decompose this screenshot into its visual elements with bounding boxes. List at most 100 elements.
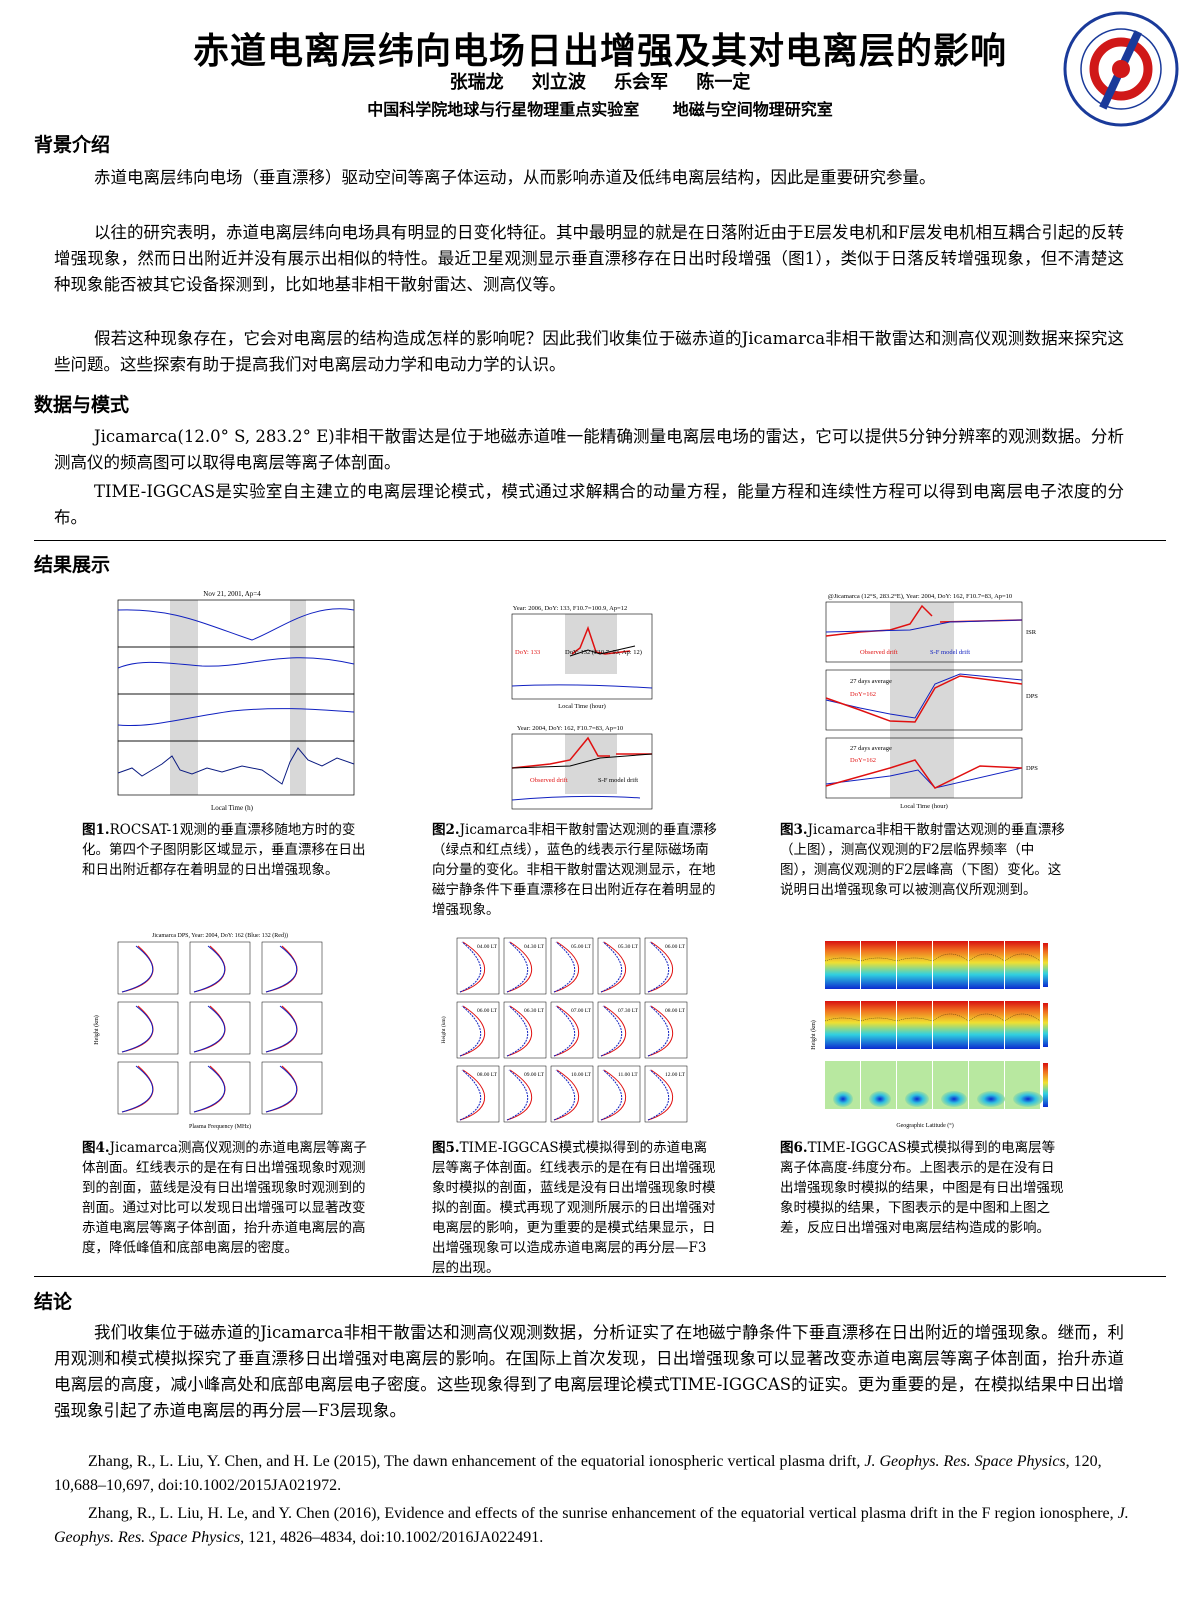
profile-blue: [193, 1005, 226, 1053]
model-profile-panel: [503, 1001, 547, 1059]
background-paragraph: 假若这种现象存在，它会对电离层的结构造成怎样的影响呢？因此我们收集位于磁赤道的J…: [54, 329, 1124, 374]
model-profile-panel: [550, 1065, 594, 1123]
model-profile-blue: [553, 1069, 576, 1121]
figure-3-caption: 图3.Jicamarca非相干散射雷达观测的垂直漂移（上图），测高仪观测的F2层…: [780, 822, 1065, 898]
svg-text:DPS: DPS: [1026, 765, 1038, 772]
difference-blob: [905, 1091, 929, 1107]
svg-text:Geographic Latitude (°): Geographic Latitude (°): [896, 1122, 953, 1129]
background-paragraph: 赤道电离层纬向电场（垂直漂移）驱动空间等离子体运动，从而影响赤道及低纬电离层结构…: [94, 168, 936, 187]
figure-1-caption: 图1.ROCSAT-1观测的垂直漂移随地方时的变化。第四个子图阴影区域显示，垂直…: [82, 822, 366, 878]
difference-blob: [977, 1091, 1005, 1107]
figure-1: Nov 21, 2001, Ap=4 Local Time (h): [82, 588, 372, 813]
profile-blue: [193, 945, 226, 993]
lt-label: 07.30 LT: [618, 1008, 639, 1014]
section-heading-data-model: 数据与模式: [34, 394, 130, 416]
profile-blue: [121, 1065, 154, 1113]
figure-6: Height (km) Geographic Latitude (°): [795, 935, 1085, 1130]
profile-blue: [265, 1065, 298, 1113]
model-profile-panel: [503, 937, 547, 995]
svg-text:Plasma Frequency (MHz): Plasma Frequency (MHz): [189, 1123, 251, 1130]
model-profile-panel: [597, 1001, 641, 1059]
lt-label: 08.00 LT: [665, 1008, 686, 1014]
model-profile-panel: [644, 937, 688, 995]
figure-2-top-title: Year: 2006, DoY: 133, F10.7=100.9, Ap=12: [513, 605, 627, 612]
model-profile-red: [553, 941, 579, 993]
lt-label: 10.00 LT: [571, 1072, 592, 1078]
model-profile-panel: [597, 1065, 641, 1123]
data-paragraph: TIME-IGGCAS是实验室自主建立的电离层理论模式，模式通过求解耦合的动量方…: [54, 482, 1124, 527]
legend-observed: Observed drift: [530, 777, 568, 784]
model-profile-blue: [506, 941, 529, 993]
divider: [34, 540, 1166, 541]
profile-panel: [117, 1001, 179, 1055]
model-profile-blue: [600, 1069, 623, 1121]
model-profile-blue: [506, 1069, 529, 1121]
heatmap-panel: [861, 941, 896, 989]
model-profile-blue: [647, 1005, 670, 1057]
conclusion-paragraph: 我们收集位于磁赤道的Jicamarca非相干散雷达和测高仪观测数据，分析证实了在…: [54, 1323, 1124, 1420]
svg-text:Local Time (hour): Local Time (hour): [900, 803, 948, 810]
profile-panel: [189, 941, 251, 995]
model-profile-panel: [456, 1065, 500, 1123]
figure-1-title: Nov 21, 2001, Ap=4: [203, 590, 261, 598]
profile-panel: [261, 941, 323, 995]
model-profile-blue: [600, 1005, 623, 1057]
profile-blue: [121, 945, 154, 993]
profile-blue: [121, 1005, 154, 1053]
lt-label: 05.00 LT: [571, 944, 592, 950]
figure-6-caption: 图6.TIME-IGGCAS模式模拟得到的电离层等离子体高度-纬度分布。上图表示…: [780, 1140, 1064, 1236]
svg-text:DoY=162: DoY=162: [850, 757, 876, 764]
poster-title: 赤道电离层纬向电场日出增强及其对电离层的影响: [192, 31, 1007, 72]
profile-red: [121, 945, 154, 993]
affiliation: 中国科学院地球与行星物理重点实验室 地磁与空间物理研究室: [367, 100, 833, 119]
svg-text:ISR: ISR: [1026, 629, 1037, 636]
background-paragraph: 以往的研究表明，赤道电离层纬向电场具有明显的日变化特征。其中最明显的就是在日落附…: [54, 223, 1124, 294]
heatmap-panel: [825, 941, 860, 989]
model-profile-blue: [647, 1069, 670, 1121]
figure-2: Year: 2006, DoY: 133, F10.7=100.9, Ap=12…: [470, 588, 760, 813]
profile-red: [121, 1065, 154, 1113]
section-heading-conclusion: 结论: [34, 1291, 73, 1313]
svg-text:Height (km): Height (km): [810, 1020, 817, 1050]
section-heading-results: 结果展示: [34, 554, 111, 576]
colorbar: [1043, 943, 1048, 987]
lt-label: 06.00 LT: [477, 1008, 498, 1014]
lt-label: 04.00 LT: [477, 944, 498, 950]
model-profile-blue: [506, 1005, 529, 1057]
model-profile-red: [600, 941, 626, 993]
authors: 张瑞龙 刘立波 乐会军 陈一定: [449, 72, 751, 93]
svg-text:Height (km): Height (km): [440, 1016, 447, 1043]
profile-panel: [117, 1061, 179, 1115]
profile-red: [193, 1005, 226, 1053]
svg-text:Jicamarca DPS, Year: 2004, DoY: Jicamarca DPS, Year: 2004, DoY: 162 (Blu…: [152, 932, 288, 939]
profile-red: [121, 1005, 154, 1053]
lt-label: 11.00 LT: [618, 1072, 638, 1078]
legend-doy133: DoY: 133: [515, 649, 540, 656]
profile-panel: [261, 1061, 323, 1115]
figure-2-xlabel: Local Time (hour): [558, 703, 606, 710]
figure-1-xlabel: Local Time (h): [211, 804, 254, 812]
section-heading-background: 背景介绍: [34, 134, 111, 156]
model-profile-panel: [550, 937, 594, 995]
heatmap-panel: [861, 1001, 896, 1049]
lt-label: 05.30 LT: [618, 944, 639, 950]
figure-4-caption: 图4.Jicamarca测高仪观测的赤道电离层等离子体剖面。红线表示的是在有日出…: [82, 1140, 367, 1256]
profile-red: [265, 1065, 298, 1113]
legend-doy132: DoY: 132 (F10.7: 93, Ap: 12): [565, 649, 642, 656]
model-profile-red: [506, 941, 532, 993]
model-profile-blue: [459, 941, 482, 993]
heatmap-panel: [969, 941, 1004, 989]
profile-red: [193, 1065, 226, 1113]
lt-label: 04.30 LT: [524, 944, 545, 950]
profile-red: [193, 945, 226, 993]
model-profile-red: [459, 941, 485, 993]
lt-label: 09.00 LT: [524, 1072, 545, 1078]
model-profile-panel: [644, 1065, 688, 1123]
model-profile-red: [459, 1069, 485, 1121]
svg-text:27 days average: 27 days average: [850, 678, 892, 685]
reference-1: Zhang, R., L. Liu, Y. Chen, and H. Le (2…: [54, 1453, 1102, 1494]
model-profile-panel: [597, 937, 641, 995]
heatmap-panel: [933, 941, 968, 989]
profile-red: [265, 1005, 298, 1053]
data-paragraph: Jicamarca(12.0° S, 283.2° E)非相干散雷达是位于地磁赤…: [54, 427, 1124, 472]
